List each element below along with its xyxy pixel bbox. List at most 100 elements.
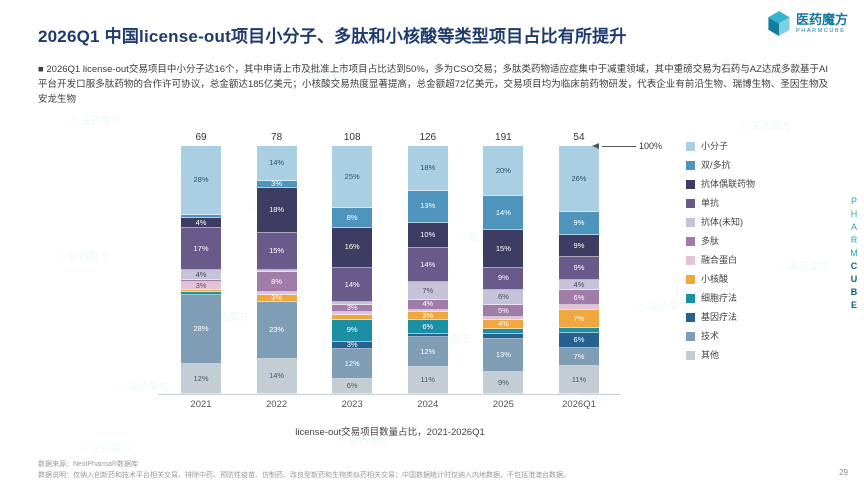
brand-watermark: ◇医药魔方: [740, 118, 791, 133]
legend-item: 融合蛋白: [686, 256, 755, 265]
bar-segment: [483, 317, 524, 320]
bar-total-label: 69: [195, 132, 207, 143]
data-source-line: 数据来源：NextPharma®数据库: [38, 460, 139, 468]
bar-column: 108 25% 8% 16% 14% 3% 9% 3% 12% 6% 2023: [319, 132, 385, 424]
bar-segment: [332, 302, 373, 305]
data-note-line: 数据说明：仅纳入创新药和技术平台相关交易、排除中药、预防性疫苗、仿制药、改良型新…: [38, 471, 570, 479]
bar-segment: 17%: [181, 227, 221, 270]
bar-column: 78 14% 3% 18% 15% 8% 3% 23% 14% 2022: [244, 132, 310, 424]
bar-segment: [407, 309, 448, 313]
legend-item: 细胞疗法: [686, 294, 755, 303]
bar-segment: 3%: [256, 180, 297, 189]
legend-label: 小核酸: [701, 274, 729, 284]
bar-segment: [558, 305, 599, 311]
bar-stack: 28% 4% 17% 4% 3% 28% 12%: [181, 146, 221, 394]
legend-label: 多肽: [701, 236, 720, 246]
bar-segment: 12%: [407, 336, 448, 367]
bar-segment: 14%: [332, 267, 373, 303]
bar-total-label: 108: [343, 132, 361, 143]
legend-item: 抗体(未知): [686, 218, 755, 227]
bar-segment: 12%: [181, 364, 221, 394]
left-arrow-icon: [592, 143, 599, 149]
bar-stack: 14% 3% 18% 15% 8% 3% 23% 14%: [256, 146, 297, 394]
legend-swatch: [686, 294, 695, 303]
legend-label: 细胞疗法: [701, 293, 738, 303]
bar-segment: 10%: [407, 222, 448, 248]
bar-segment: 13%: [407, 190, 448, 223]
legend-label: 抗体偶联药物: [701, 179, 756, 189]
pharmcube-logo: 医药魔方 PHARMCUBE: [767, 10, 848, 37]
legend-swatch: [686, 199, 695, 208]
legend-item: 双/多抗: [686, 161, 755, 170]
bar-segment: 3%: [332, 304, 373, 313]
vertical-brand-pharm: PHARM: [849, 196, 859, 261]
legend-swatch: [686, 142, 695, 151]
bar-segment: 9%: [558, 211, 599, 235]
bar-segment: 7%: [558, 348, 599, 367]
vertical-brand-cube: CUBE: [849, 261, 859, 313]
bar-segment: 25%: [332, 146, 373, 208]
legend-item: 小核酸: [686, 275, 755, 284]
bar-segment: [181, 279, 221, 283]
watermark-cube-icon: ◇: [740, 122, 748, 133]
bar-segment: 3%: [407, 312, 448, 320]
watermark-cube-icon: ◇: [58, 252, 66, 263]
bar-segment: 6%: [332, 379, 373, 394]
bar-segment: 6%: [558, 333, 599, 349]
chart-legend: 小分子 双/多抗 抗体偶联药物 单抗 抗体(未知) 多肽 融合蛋白 小核酸 细胞疗法 基因疗法 技术…: [686, 142, 755, 360]
bar-segment: 11%: [558, 366, 599, 394]
watermark-text: 医药魔方: [90, 444, 131, 455]
bar-segment: 7%: [558, 310, 599, 329]
legend-swatch: [686, 218, 695, 227]
legend-label: 双/多抗: [701, 160, 731, 170]
bar-segment: 28%: [181, 294, 221, 365]
bar-segment: 9%: [558, 257, 599, 281]
legend-swatch: [686, 275, 695, 284]
cube-logo-icon: [768, 10, 790, 37]
annotation-label: 100%: [639, 141, 663, 151]
bar-segment: [558, 328, 599, 334]
bar-stack: 25% 8% 16% 14% 3% 9% 3% 12% 6%: [332, 146, 373, 394]
bar-segment: 14%: [256, 146, 297, 181]
legend-label: 基因疗法: [701, 312, 738, 322]
bar-segment: 3%: [256, 294, 297, 303]
legend-swatch: [686, 237, 695, 246]
legend-item: 多肽: [686, 237, 755, 246]
bar-segment: 9%: [483, 267, 524, 290]
bar-total-label: 126: [419, 132, 437, 143]
legend-label: 抗体(未知): [701, 217, 743, 227]
bar-segment: 6%: [407, 319, 448, 335]
bar-segment: 6%: [558, 290, 599, 306]
bar-segment: 16%: [332, 227, 373, 268]
bar-segment: 20%: [483, 146, 524, 196]
watermark-text: 医药魔方: [750, 122, 791, 133]
brand-watermark: ◇医药魔方: [118, 378, 169, 393]
bar-segment: [483, 334, 524, 340]
bar-segment: 4%: [407, 299, 448, 310]
bar-segment: 7%: [407, 282, 448, 300]
logo-text: 医药魔方: [795, 12, 848, 28]
bar-segment: 14%: [256, 359, 297, 394]
bar-segment: 8%: [332, 208, 373, 228]
watermark-text: 医药魔方: [788, 262, 829, 273]
legend-label: 小分子: [701, 141, 729, 151]
watermark-cube-icon: ◇: [80, 444, 88, 455]
brand-watermark: ◇医药魔方: [58, 248, 109, 263]
bar-segment: 23%: [256, 302, 297, 360]
bar-segment: [256, 292, 297, 295]
watermark-text: 医药魔方: [128, 382, 169, 393]
bar-total-label: 191: [495, 132, 512, 143]
x-axis-line: [158, 394, 620, 395]
brand-watermark: ◇医药魔方: [638, 298, 689, 313]
bar-segment: 12%: [332, 349, 373, 380]
bar-segment: 13%: [483, 339, 524, 372]
bar-segment: [332, 312, 373, 315]
page-number: 29: [839, 468, 848, 477]
chart-caption: license-out交易项目数量占比，2021-2026Q1: [295, 427, 485, 438]
bar-segment: 4%: [181, 217, 221, 228]
bar-segment: [407, 334, 448, 337]
brand-watermark: ◇医药魔方: [70, 112, 121, 127]
bar-segment: 9%: [483, 371, 524, 394]
legend-swatch: [686, 313, 695, 322]
bar-segment: 18%: [407, 146, 448, 191]
